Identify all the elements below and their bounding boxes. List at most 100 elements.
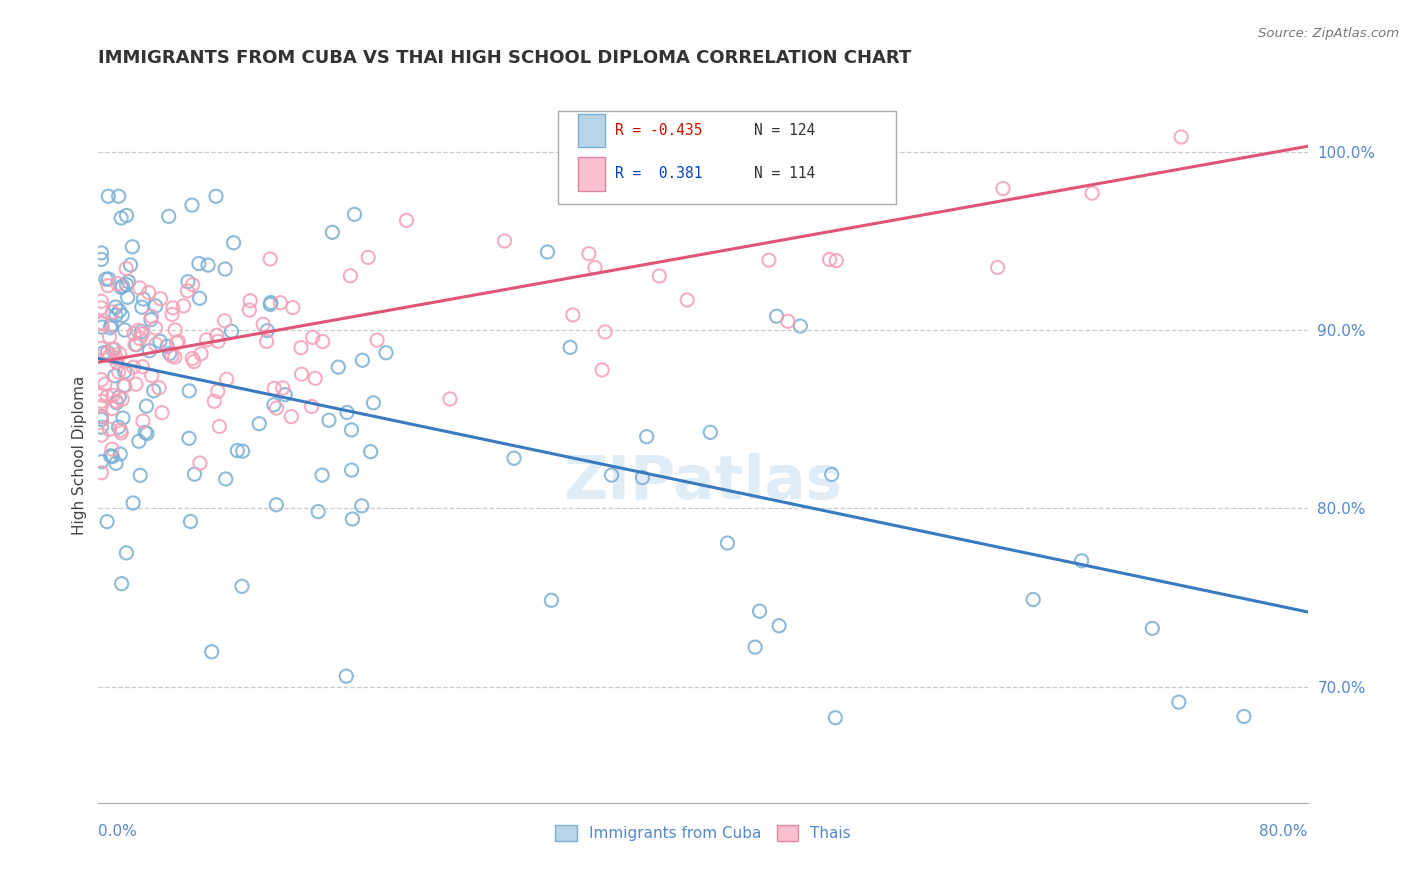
Point <box>1142 621 1164 635</box>
Point <box>114 365 136 379</box>
Point <box>311 468 333 483</box>
Point <box>1170 130 1192 145</box>
Point <box>101 401 124 416</box>
Point <box>122 326 145 341</box>
Point <box>318 413 340 427</box>
Point <box>357 251 380 265</box>
Point <box>105 456 128 470</box>
Point <box>181 277 204 292</box>
Point <box>266 401 288 416</box>
Text: N = 124: N = 124 <box>754 123 815 138</box>
Point <box>699 425 721 440</box>
Point <box>134 425 156 440</box>
Point <box>141 368 163 383</box>
Point <box>301 400 323 414</box>
Point <box>107 277 129 291</box>
Point <box>138 285 160 300</box>
Text: Source: ZipAtlas.com: Source: ZipAtlas.com <box>1258 27 1399 40</box>
Point <box>281 301 304 315</box>
Point <box>789 319 811 334</box>
Point <box>183 467 205 482</box>
Point <box>90 316 112 330</box>
Point <box>132 414 155 428</box>
Point <box>103 343 125 357</box>
Point <box>207 334 229 349</box>
Point <box>90 388 112 402</box>
Point <box>96 389 118 403</box>
Point <box>104 308 127 322</box>
Point <box>129 468 152 483</box>
Point <box>247 417 270 431</box>
Point <box>162 301 184 315</box>
Point <box>90 394 112 409</box>
Point <box>166 335 188 350</box>
Point <box>207 384 229 399</box>
Point <box>107 189 129 203</box>
Point <box>124 337 146 351</box>
Point <box>339 268 361 283</box>
Text: 0.0%: 0.0% <box>98 823 138 838</box>
Point <box>1022 592 1045 607</box>
Point <box>90 294 112 309</box>
Point <box>395 213 418 227</box>
Point <box>290 367 312 381</box>
Point <box>160 308 183 322</box>
Point <box>177 275 200 289</box>
Point <box>90 428 112 442</box>
Point <box>238 303 260 318</box>
Point <box>91 320 114 334</box>
Point <box>97 278 120 293</box>
Point <box>148 381 170 395</box>
Point <box>776 314 799 328</box>
Point <box>90 420 112 434</box>
Point <box>131 300 153 314</box>
Point <box>90 466 112 480</box>
Legend: Immigrants from Cuba, Thais: Immigrants from Cuba, Thais <box>550 819 856 847</box>
Point <box>115 277 138 292</box>
Point <box>252 317 274 331</box>
Point <box>163 350 186 364</box>
Point <box>375 345 398 359</box>
Point <box>190 346 212 360</box>
Point <box>768 619 790 633</box>
Point <box>101 388 124 402</box>
Point <box>366 333 388 347</box>
Point <box>987 260 1010 275</box>
Point <box>138 343 160 358</box>
Point <box>263 381 285 395</box>
Point <box>157 210 180 224</box>
Point <box>758 253 780 268</box>
Point <box>180 515 202 529</box>
Point <box>111 309 134 323</box>
Point <box>540 593 562 607</box>
Point <box>115 261 138 276</box>
Text: R = -0.435: R = -0.435 <box>614 123 702 138</box>
Point <box>98 349 121 363</box>
Point <box>159 346 181 360</box>
Point <box>117 275 139 289</box>
Point <box>132 292 155 306</box>
Point <box>591 363 613 377</box>
Point <box>98 422 121 436</box>
Point <box>114 323 136 337</box>
Point <box>111 576 134 591</box>
Point <box>90 399 112 413</box>
Point <box>115 546 138 560</box>
Point <box>167 334 190 349</box>
Point <box>110 211 132 225</box>
Point <box>90 409 112 423</box>
Text: ZIPatlas: ZIPatlas <box>564 453 842 512</box>
Point <box>145 321 167 335</box>
Point <box>536 244 558 259</box>
Point <box>96 346 118 360</box>
Point <box>111 392 134 407</box>
Point <box>195 333 218 347</box>
Point <box>202 394 225 409</box>
Point <box>104 368 127 383</box>
Point <box>232 444 254 458</box>
Point <box>160 349 183 363</box>
Point <box>149 292 172 306</box>
Point <box>648 268 671 283</box>
Point <box>290 341 312 355</box>
Bar <box>578 157 605 191</box>
